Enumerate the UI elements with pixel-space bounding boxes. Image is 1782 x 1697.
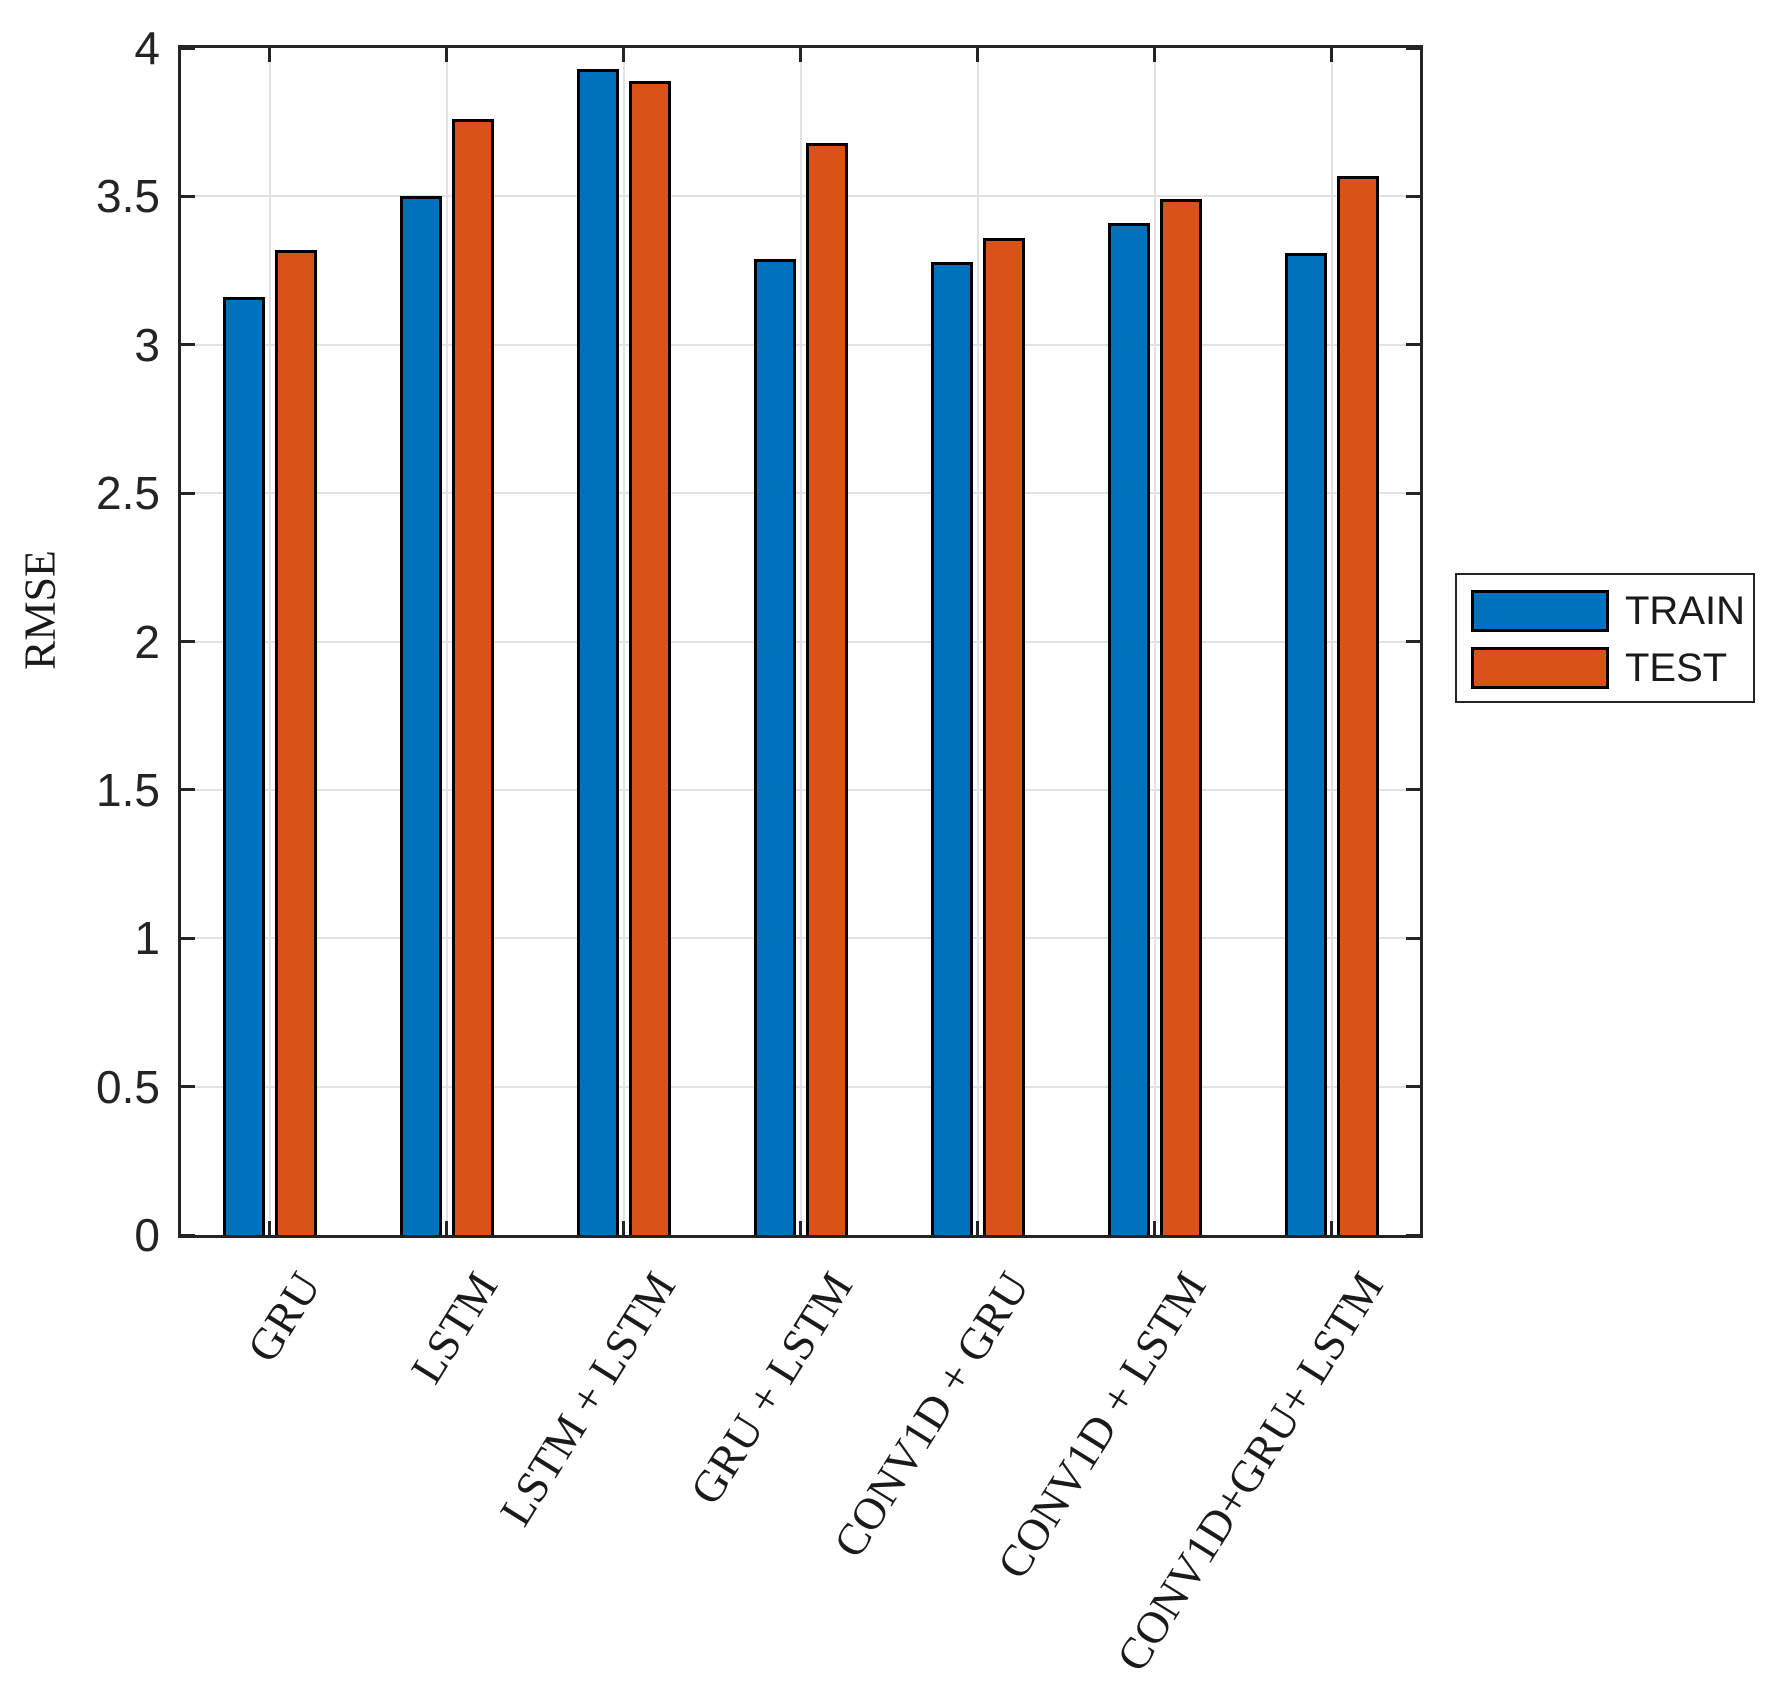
y-tick-label: 2.5: [96, 467, 160, 520]
y-axis-tick-right: [1406, 936, 1420, 940]
bar-train: [930, 262, 973, 1235]
y-axis-tick: [181, 194, 195, 198]
bar-test: [628, 81, 671, 1235]
x-axis-tick-top: [1153, 48, 1156, 62]
y-tick-label: 1: [134, 912, 160, 965]
horizontal-gridline: [181, 492, 1420, 495]
legend-item-test: TEST: [1471, 645, 1728, 690]
bar-test: [1159, 199, 1202, 1235]
y-axis-tick-right: [1406, 46, 1420, 50]
x-axis-tick: [976, 1221, 979, 1235]
y-axis-tick: [181, 788, 195, 792]
x-axis-tick: [799, 1221, 802, 1235]
x-axis-tick-top: [799, 48, 802, 62]
horizontal-gridline: [181, 788, 1420, 791]
y-axis-tick: [181, 936, 195, 940]
x-category-label: LSTM: [401, 1263, 508, 1392]
y-axis-tick-right: [1406, 491, 1420, 495]
horizontal-gridline: [181, 343, 1420, 346]
plot-area: [178, 45, 1423, 1238]
y-axis-tick: [181, 640, 195, 643]
x-axis-tick: [268, 1221, 271, 1235]
test-color-swatch: [1471, 647, 1609, 689]
horizontal-gridline: [181, 1085, 1420, 1088]
y-tick-label: 4: [134, 22, 160, 74]
legend-label-train: TRAIN: [1625, 588, 1745, 633]
y-axis-title: RMSE: [15, 550, 65, 670]
x-axis-tick-top: [445, 48, 448, 62]
y-axis-tick: [181, 1233, 195, 1237]
x-category-label: GRU: [237, 1263, 331, 1371]
y-tick-label: 0: [134, 1209, 160, 1261]
bar-train: [1107, 223, 1150, 1235]
y-axis-tick-right: [1406, 194, 1420, 198]
x-axis-tick-top: [622, 48, 625, 62]
x-category-label: CONV1D + GRU: [823, 1263, 1039, 1566]
x-axis-tick-top: [976, 48, 979, 62]
y-tick-label: 3.5: [96, 170, 160, 223]
x-axis-tick: [1330, 1221, 1333, 1235]
bar-train: [576, 69, 619, 1235]
bar-train: [399, 196, 442, 1235]
x-axis-tick: [1153, 1221, 1156, 1235]
bar-train: [1284, 253, 1327, 1235]
train-color-swatch: [1471, 590, 1609, 632]
y-axis-tick: [181, 1085, 195, 1089]
bar-test: [451, 119, 494, 1235]
y-tick-label: 0.5: [96, 1060, 160, 1113]
x-category-label: GRU + LSTM: [680, 1263, 862, 1513]
y-axis-tick: [181, 491, 195, 495]
bar-train: [753, 259, 796, 1235]
y-tick-label: 3: [134, 318, 160, 371]
y-axis-tick-right: [1406, 1085, 1420, 1089]
legend: TRAIN TEST: [1455, 573, 1755, 703]
bar-test: [274, 250, 317, 1235]
bar-test: [805, 143, 848, 1235]
horizontal-gridline: [181, 195, 1420, 198]
y-axis-tick-right: [1406, 1233, 1420, 1237]
y-axis-tick-right: [1406, 640, 1420, 643]
bar-test: [1336, 176, 1379, 1235]
horizontal-gridline: [181, 640, 1420, 643]
legend-label-test: TEST: [1625, 645, 1728, 690]
y-axis-tick-right: [1406, 343, 1420, 347]
x-axis-tick-top: [1330, 48, 1333, 62]
x-axis-tick-top: [268, 48, 271, 62]
y-axis-tick-right: [1406, 788, 1420, 792]
x-category-label: LSTM + LSTM: [489, 1263, 685, 1535]
legend-item-train: TRAIN: [1471, 588, 1745, 633]
y-axis-tick: [181, 343, 195, 347]
y-tick-label: 1.5: [96, 763, 160, 816]
bar-train: [222, 297, 265, 1235]
bar-test: [982, 238, 1025, 1235]
x-axis-tick: [622, 1221, 625, 1235]
y-axis-tick: [181, 46, 195, 50]
x-axis-tick: [445, 1221, 448, 1235]
horizontal-gridline: [181, 937, 1420, 940]
y-tick-label: 2: [134, 615, 160, 668]
